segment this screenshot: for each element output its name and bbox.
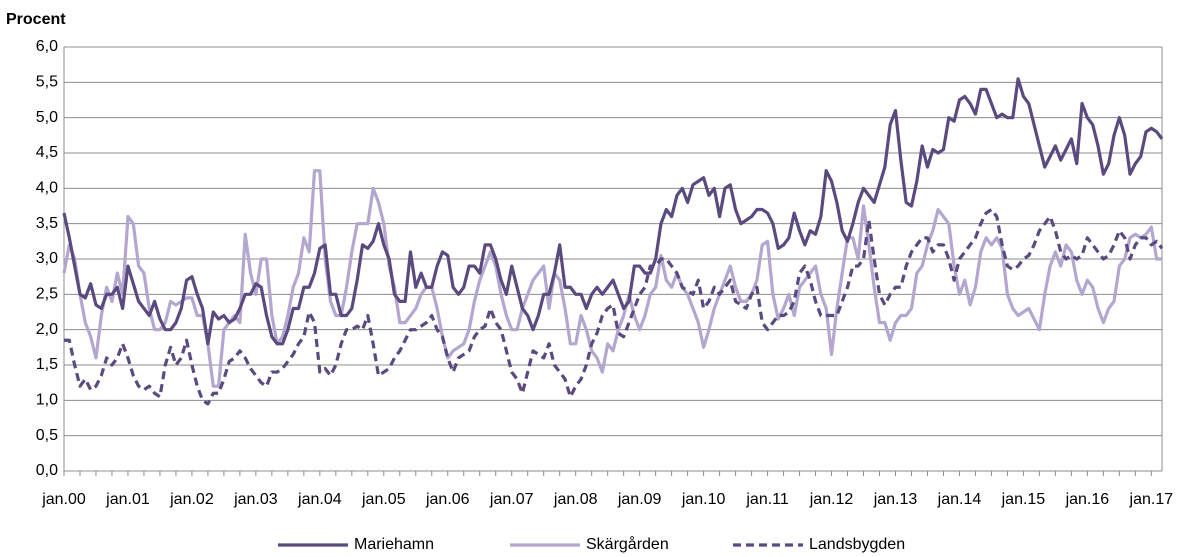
x-tick-label: jan.10 xyxy=(681,491,726,508)
series-line xyxy=(62,77,1164,346)
x-tick-label: jan.09 xyxy=(617,491,662,508)
series-line xyxy=(62,169,1162,388)
x-tick-label: jan.14 xyxy=(937,491,982,508)
y-tick-label: 0,5 xyxy=(36,427,58,444)
y-tick-label: 2,0 xyxy=(36,321,58,338)
y-tick-label: 0,0 xyxy=(36,462,58,479)
series-line xyxy=(64,207,1164,406)
y-tick-label: 5,0 xyxy=(36,109,58,126)
y-tick-label: 2,5 xyxy=(36,286,58,303)
x-tick-label: jan.15 xyxy=(1001,491,1046,508)
legend-label: Mariehamn xyxy=(354,536,434,553)
x-tick-label: jan.11 xyxy=(745,491,789,508)
chart-title: Procent xyxy=(6,11,66,28)
x-tick-label: jan.07 xyxy=(489,491,534,508)
x-tick-label: jan.05 xyxy=(361,491,406,508)
y-tick-label: 6,0 xyxy=(36,38,58,55)
y-tick-label: 5,5 xyxy=(36,74,58,91)
x-tick-label: jan.06 xyxy=(425,491,470,508)
x-tick-label: jan.13 xyxy=(873,491,918,508)
x-tick-label: jan.12 xyxy=(809,491,854,508)
x-tick-label: jan.02 xyxy=(169,491,214,508)
x-tick-label: jan.08 xyxy=(553,491,598,508)
y-tick-label: 4,5 xyxy=(36,144,58,161)
legend-label: Skärgården xyxy=(586,535,669,553)
x-tick-label: jan.01 xyxy=(105,491,150,508)
y-tick-label: 1,5 xyxy=(36,356,58,373)
y-tick-label: 3,0 xyxy=(36,250,58,267)
y-tick-label: 4,0 xyxy=(36,180,58,197)
x-tick-label: jan.03 xyxy=(233,491,278,508)
legend-label: Landsbygden xyxy=(809,536,905,553)
x-tick-label: jan.16 xyxy=(1065,491,1110,508)
x-tick-label: jan.00 xyxy=(41,491,86,508)
y-tick-label: 1,0 xyxy=(36,392,58,409)
y-tick-label: 3,5 xyxy=(36,215,58,232)
x-tick-label: jan.17 xyxy=(1129,491,1174,508)
x-tick-label: jan.04 xyxy=(297,491,342,508)
